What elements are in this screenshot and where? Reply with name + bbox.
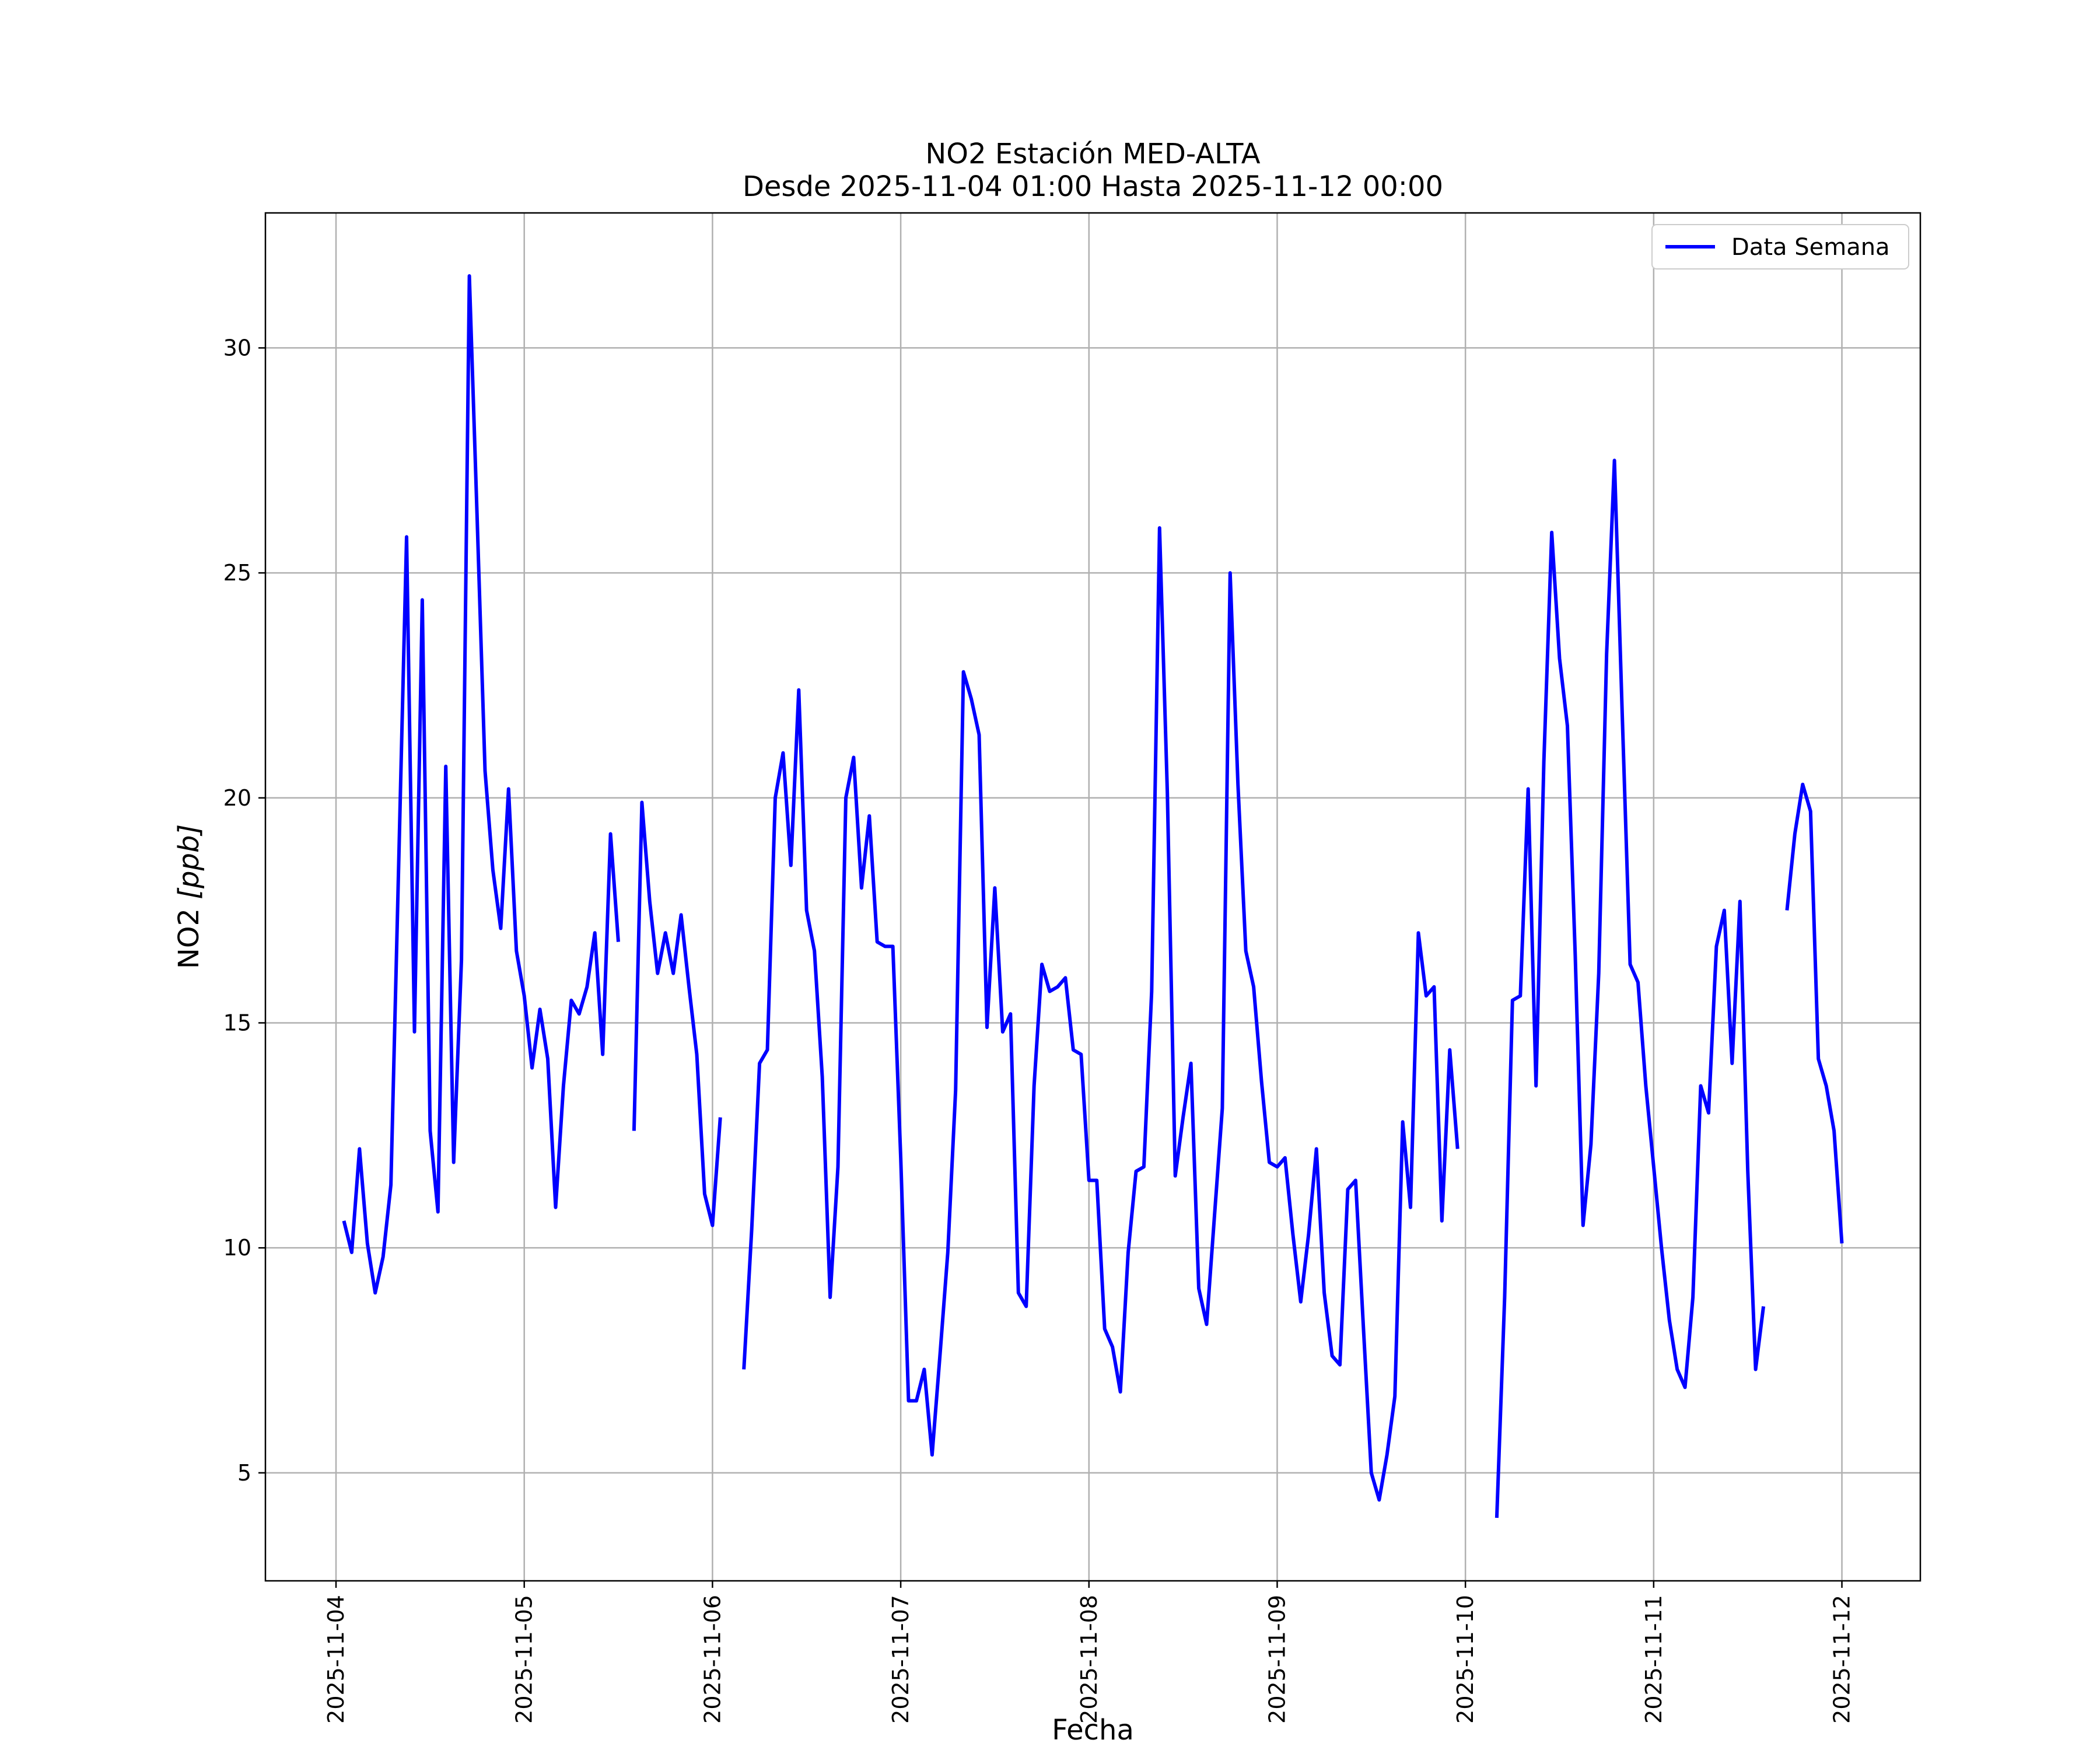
chart-subtitle: Desde 2025-11-04 01:00 Hasta 2025-11-12 … [743,170,1443,203]
plot-frame [264,212,1922,1582]
legend: Data Semana [1651,224,1909,270]
y-tick-label: 25 [223,560,251,586]
y-axis-label-unit: [ppb] [173,824,205,900]
series-line-segment [342,274,620,1295]
y-tick-label: 5 [237,1460,251,1486]
chart-title: NO2 Estación MED-ALTA [925,138,1260,170]
x-tick-label: 2025-11-12 [1829,1595,1855,1724]
y-tick-label: 30 [223,335,251,360]
y-axis-label: NO2 [ppb] [173,824,205,969]
x-tick-label: 2025-11-04 [323,1595,349,1724]
axis-ticks: 2025-11-04 2025-11-05 2025-11-06 2025-11-07… [223,335,1855,1723]
legend-box [1651,224,1909,270]
x-tick-label: 2025-11-07 [888,1595,914,1724]
y-tick-label: 10 [223,1235,251,1261]
y-axis-label-main: NO2 [173,900,205,969]
x-tick-label: 2025-11-08 [1076,1595,1102,1724]
series-line-segment [1785,782,1844,1244]
series-line-segment [742,526,1460,1502]
x-tick-label: 2025-11-06 [699,1595,725,1724]
legend-label: Data Semana [1731,234,1890,261]
x-tick-label: 2025-11-10 [1452,1595,1478,1724]
x-tick-label: 2025-11-11 [1641,1595,1667,1724]
x-tick-label: 2025-11-09 [1264,1595,1290,1724]
series-line-segment [1494,459,1766,1518]
x-axis-label: Fecha [1052,1714,1134,1746]
x-tick-label: 2025-11-05 [512,1595,537,1724]
y-tick-label: 20 [223,785,251,811]
series-line-segment [632,800,722,1227]
data-line [342,274,1844,1518]
y-tick-label: 15 [223,1010,251,1035]
